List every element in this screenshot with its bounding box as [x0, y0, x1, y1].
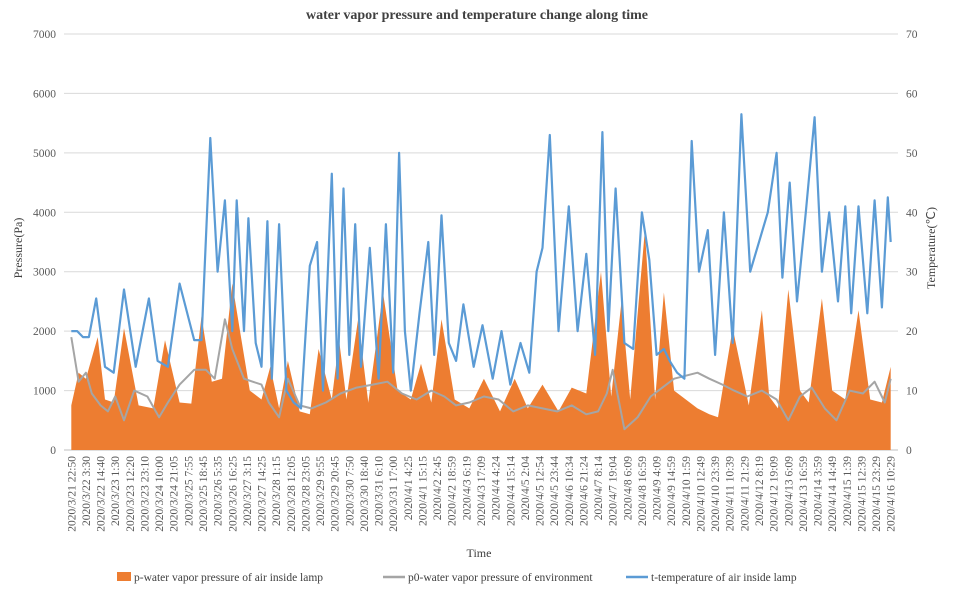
y2-tick-label: 0: [906, 445, 912, 457]
x-tick-label: 2020/3/31 17:00: [388, 456, 400, 532]
legend-label: t-temperature of air inside lamp: [651, 572, 797, 584]
y-tick-label: 5000: [33, 148, 56, 160]
x-tick-label: 2020/4/16 10:29: [886, 456, 898, 532]
y2-tick-label: 40: [906, 207, 918, 219]
x-tick-label: 2020/4/5 12:54: [535, 456, 547, 526]
series-area-p: [71, 230, 891, 450]
x-tick-label: 2020/4/3 17:09: [476, 456, 488, 526]
x-tick-label: 2020/3/28 1:15: [271, 456, 283, 526]
x-tick-label: 2020/4/9 14:59: [666, 456, 678, 526]
x-tick-label: 2020/3/22 3:30: [81, 456, 93, 526]
series-line-t: [71, 113, 892, 410]
y2-axis-title: Temperature(℃): [924, 207, 938, 289]
x-tick-label: 2020/3/26 16:25: [227, 456, 239, 532]
series-line-p0: [70, 318, 892, 431]
y-tick-label: 1000: [33, 386, 56, 398]
x-tick-label: 2020/4/2 2:45: [432, 456, 444, 520]
x-tick-label: 2020/3/30 7:50: [344, 456, 356, 526]
x-tick-label: 2020/4/15 1:39: [842, 456, 854, 526]
x-tick-label: 2020/4/6 10:34: [564, 456, 576, 526]
x-tick-label: 2020/3/29 20:45: [330, 456, 342, 532]
x-tick-label: 2020/4/6 21:24: [578, 456, 590, 526]
x-tick-label: 2020/4/5 2:04: [520, 456, 532, 520]
x-tick-label: 2020/4/10 23:39: [710, 456, 722, 532]
plot-area: [70, 113, 892, 450]
y2-tick-label: 50: [906, 148, 918, 160]
legend: p-water vapor pressure of air inside lam…: [117, 572, 797, 584]
x-tick-label: 2020/4/8 16:59: [637, 456, 649, 526]
x-tick-label: 2020/4/8 6:09: [622, 456, 634, 520]
x-tick-label: 2020/4/1 15:15: [417, 456, 429, 526]
x-tick-label: 2020/4/5 23:44: [549, 456, 561, 526]
x-tick-label: 2020/4/13 6:09: [783, 456, 795, 526]
y-tick-label: 4000: [33, 207, 56, 219]
x-tick-label: 2020/3/24 21:05: [169, 456, 181, 532]
x-tick-label: 2020/4/10 12:49: [695, 456, 707, 532]
x-tick-label: 2020/3/30 18:40: [359, 456, 371, 532]
right-axis-ticks: 0 10 20 30 40 50 60 70: [906, 29, 918, 457]
y-tick-label: 0: [50, 445, 56, 457]
y2-tick-label: 20: [906, 326, 918, 338]
x-tick-label: 2020/4/13 16:59: [798, 456, 810, 532]
x-tick-label: 2020/4/7 8:14: [593, 456, 605, 520]
x-tick-label: 2020/3/31 6:10: [374, 456, 386, 526]
x-tick-label: 2020/3/21 22:50: [66, 456, 78, 532]
y-tick-label: 6000: [33, 88, 56, 100]
x-tick-label: 2020/3/25 18:45: [198, 456, 210, 532]
x-tick-label: 2020/3/28 23:05: [300, 456, 312, 532]
x-tick-label: 2020/4/9 4:09: [652, 456, 664, 520]
y2-tick-label: 60: [906, 88, 918, 100]
left-axis-ticks: 0 1000 2000 3000 4000 5000 6000 7000: [33, 29, 56, 457]
x-tick-label: 2020/4/2 18:59: [447, 456, 459, 526]
x-tick-label: 2020/4/11 21:29: [739, 456, 751, 532]
x-axis-ticks: 2020/3/21 22:50 2020/3/22 3:30 2020/3/22 1…: [66, 456, 897, 532]
x-tick-label: 2020/3/27 3:15: [242, 456, 254, 526]
x-tick-label: 2020/4/3 6:19: [461, 456, 473, 520]
x-tick-label: 2020/3/27 14:25: [257, 456, 269, 532]
x-tick-label: 2020/3/23 23:10: [139, 456, 151, 532]
x-tick-label: 2020/4/14 3:59: [813, 456, 825, 526]
legend-swatch-p: [117, 572, 131, 581]
x-tick-label: 2020/4/12 19:09: [769, 456, 781, 532]
y-tick-label: 7000: [33, 29, 56, 41]
x-tick-label: 2020/4/1 4:25: [403, 456, 415, 520]
x-tick-label: 2020/4/11 10:39: [725, 456, 737, 532]
legend-label: p0-water vapor pressure of environment: [408, 572, 593, 584]
y2-tick-label: 70: [906, 29, 918, 41]
y2-tick-label: 30: [906, 267, 918, 279]
y-tick-label: 3000: [33, 267, 56, 279]
x-tick-label: 2020/3/29 9:55: [315, 456, 327, 526]
x-tick-label: 2020/4/14 14:49: [827, 456, 839, 532]
y-tick-label: 2000: [33, 326, 56, 338]
x-axis-title: Time: [467, 546, 492, 560]
x-tick-label: 2020/4/4 4:24: [491, 456, 503, 520]
x-tick-label: 2020/4/12 8:19: [754, 456, 766, 526]
x-tick-label: 2020/4/15 23:29: [871, 456, 883, 532]
x-tick-label: 2020/4/7 19:04: [608, 456, 620, 526]
x-tick-label: 2020/3/25 7:55: [183, 456, 195, 526]
x-tick-label: 2020/3/22 14:40: [96, 456, 108, 532]
x-tick-label: 2020/4/15 12:39: [856, 456, 868, 532]
x-tick-label: 2020/3/24 10:00: [154, 456, 166, 532]
y2-tick-label: 10: [906, 386, 918, 398]
x-tick-label: 2020/4/4 15:14: [505, 456, 517, 526]
legend-label: p-water vapor pressure of air inside lam…: [134, 572, 323, 584]
x-tick-label: 2020/3/23 12:20: [125, 456, 137, 532]
x-tick-label: 2020/3/26 5:35: [213, 456, 225, 526]
x-tick-label: 2020/3/28 12:05: [286, 456, 298, 532]
chart-title: water vapor pressure and temperature cha…: [306, 8, 648, 23]
x-tick-label: 2020/3/23 1:30: [110, 456, 122, 526]
x-tick-label: 2020/4/10 1:59: [681, 456, 693, 526]
y-axis-title: Pressure(Pa): [11, 218, 25, 279]
